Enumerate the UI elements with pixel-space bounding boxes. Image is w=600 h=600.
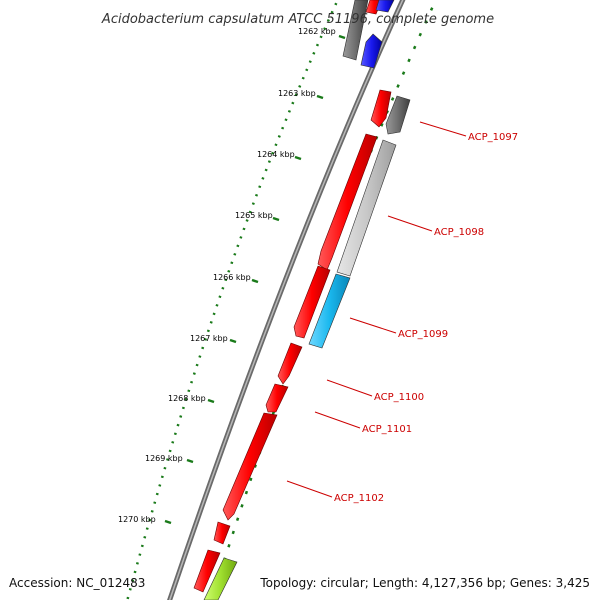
gene-feature-acp-1100[interactable] [277,342,303,385]
tick-label-1266: 1266 kbp [213,273,251,282]
tick-label-1265: 1265 kbp [235,211,273,220]
genome-title: Acidobacterium capsulatum ATCC 51196, co… [101,12,494,27]
gene-feature-green-bottom[interactable] [203,557,238,600]
leader-acp-1098 [387,215,433,232]
major-tick-1265 [272,216,280,222]
gene-labels: ACP_1097 ACP_1098 ACP_1099 ACP_1100 ACP_… [334,132,518,504]
leader-acp-1101 [314,411,361,429]
gene-label-acp-1100[interactable]: ACP_1100 [374,392,424,403]
gene-feature-blue-top-b[interactable] [360,33,383,69]
forward-strand-genes [193,0,392,593]
leader-acp-1099 [349,317,397,334]
gene-label-acp-1097[interactable]: ACP_1097 [468,132,518,143]
major-ticks [164,34,346,525]
tick-label-1270: 1270 kbp [118,515,156,524]
gene-feature-gray-1097[interactable] [385,95,411,135]
gene-feature-small-red[interactable] [213,521,231,545]
genome-backbone [167,0,406,600]
inner-tick-ring [210,0,438,600]
major-tick-1270 [164,519,172,525]
tick-label-1267: 1267 kbp [190,334,228,343]
tick-label-1263: 1263 kbp [278,89,316,98]
major-tick-1263 [316,94,324,100]
major-tick-1269 [186,458,194,464]
tick-label-1269: 1269 kbp [145,454,183,463]
label-leaders [286,121,467,498]
major-tick-1267 [229,338,237,344]
gene-feature-blue-top-a[interactable] [375,0,395,13]
gene-feature-red-bottom[interactable] [193,549,221,593]
tick-label-1264: 1264 kbp [257,150,295,159]
gene-label-acp-1098[interactable]: ACP_1098 [434,227,484,238]
leader-acp-1102 [286,480,333,498]
gene-label-acp-1099[interactable]: ACP_1099 [398,329,448,340]
gene-label-acp-1102[interactable]: ACP_1102 [334,493,384,504]
gene-feature-acp-1097[interactable] [370,89,392,128]
gene-feature-lightgray-1098[interactable] [336,139,397,277]
tick-label-1268: 1268 kbp [168,394,206,403]
gene-label-acp-1101[interactable]: ACP_1101 [362,424,412,435]
gene-feature-gray-top[interactable] [342,0,369,61]
leader-acp-1097 [419,121,467,137]
major-tick-1266 [251,278,259,284]
tick-label-1262: 1262 kbp [298,27,336,36]
major-tick-1268 [207,398,215,404]
gene-feature-acp-1102[interactable] [222,412,278,521]
gene-feature-cyan-1099[interactable] [308,273,351,349]
topology-summary-text: Topology: circular; Length: 4,127,356 bp… [259,576,590,590]
leader-acp-1100 [326,379,373,397]
gene-feature-acp-1099[interactable] [293,265,331,339]
gene-feature-acp-1101[interactable] [265,383,289,413]
reverse-strand-genes [203,0,411,600]
tick-labels: 1262 kbp 1263 kbp 1264 kbp 1265 kbp 1266… [118,27,336,524]
major-tick-1264 [294,155,302,161]
accession-text: Accession: NC_012483 [9,576,145,590]
outer-tick-ring [126,0,340,600]
major-tick-1262 [338,34,346,40]
